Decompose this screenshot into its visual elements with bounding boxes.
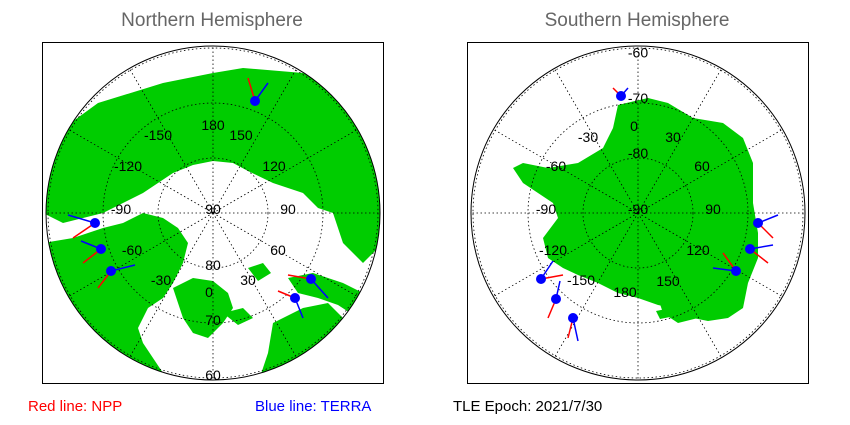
south-lon-label: 90: [705, 201, 721, 217]
satellite-marker: [287, 274, 329, 299]
south-lon-label: -30: [578, 129, 598, 145]
north-title: Northern Hemisphere: [121, 10, 303, 31]
north-land-asia: [46, 68, 380, 263]
north-land-greenland: [173, 278, 233, 338]
south-lat-label: -80: [628, 145, 648, 161]
south-land-island: [656, 309, 670, 319]
north-lon-label: 60: [270, 242, 286, 258]
npp-legend: Red line: NPP: [28, 398, 123, 415]
north-lon-label: 30: [240, 272, 256, 288]
south-title: Southern Hemisphere: [544, 10, 730, 31]
north-lat-label: 90: [205, 201, 221, 217]
south-map: 0 30 60 90 120 150 180 -150 -120 -90 -60…: [470, 44, 806, 381]
north-land-svalbard: [248, 263, 271, 281]
south-lon-label: 150: [656, 273, 680, 289]
south-lon-label: 120: [686, 242, 710, 258]
south-land-ice-shelf: [658, 298, 698, 323]
south-lon-label: -90: [536, 201, 556, 217]
north-lon-label: 180: [201, 117, 225, 133]
north-map: 180 150 120 90 60 30 0 -30 -60 -90 -120 …: [45, 45, 381, 383]
satellite-marker: [753, 214, 779, 239]
north-lon-label: 90: [280, 201, 296, 217]
south-lat-label: -90: [628, 201, 648, 217]
south-lon-label: -150: [567, 272, 595, 288]
north-land-europe: [258, 303, 343, 380]
north-lat-label: 70: [205, 312, 221, 328]
tle-epoch: TLE Epoch: 2021/7/30: [453, 398, 603, 415]
satellite-marker: [277, 290, 304, 319]
north-lon-label: -150: [144, 127, 172, 143]
south-lon-label: 30: [665, 129, 681, 145]
north-lon-label: -90: [111, 201, 131, 217]
terra-legend: Blue line: TERRA: [255, 398, 372, 415]
north-lat-label: 60: [205, 367, 221, 383]
satellite-marker: [567, 313, 579, 342]
south-map-panel: 0 30 60 90 120 150 180 -150 -120 -90 -60…: [467, 42, 809, 384]
north-land-iceland: [223, 308, 253, 325]
satellite-marker: [247, 77, 269, 106]
south-lon-label: 180: [613, 284, 637, 300]
north-lon-label: -30: [151, 272, 171, 288]
south-lat-label: -70: [628, 90, 648, 106]
south-lon-label: -60: [546, 158, 566, 174]
south-satellite-markers: [536, 87, 779, 342]
north-lon-label: 120: [262, 158, 286, 174]
satellite-marker: [536, 260, 564, 284]
satellite-marker: [547, 280, 561, 319]
south-lat-label: -60: [628, 44, 648, 60]
satellite-marker: [612, 87, 629, 101]
north-lon-label: 150: [229, 127, 253, 143]
satellite-marker: [97, 264, 136, 289]
satellite-marker: [745, 244, 774, 264]
satellite-marker: [80, 240, 106, 264]
south-lon-label: -120: [539, 242, 567, 258]
south-lon-label: 60: [694, 158, 710, 174]
north-lon-label: -60: [122, 242, 142, 258]
satellite-marker: [712, 252, 741, 276]
north-lat-label: 80: [205, 257, 221, 273]
satellite-marker: [67, 214, 100, 239]
south-land-antarctica: [513, 98, 758, 321]
south-lon-label: 0: [630, 118, 638, 134]
north-lon-label: -120: [114, 158, 142, 174]
north-map-panel: 180 150 120 90 60 30 0 -30 -60 -90 -120 …: [42, 42, 384, 384]
north-lon-label: 0: [205, 284, 213, 300]
north-satellite-markers: [67, 77, 329, 319]
